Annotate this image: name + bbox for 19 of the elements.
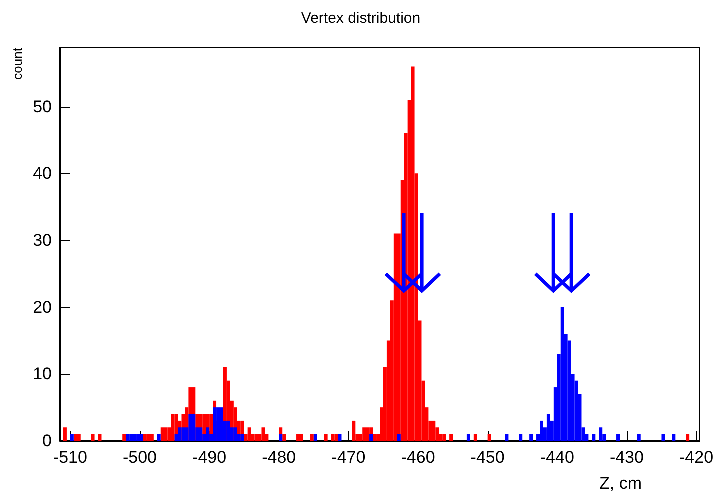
x-axis-title: Z, cm [600, 474, 642, 493]
x-tick-label: -440 [540, 448, 574, 467]
y-tick-label: 0 [42, 432, 52, 450]
x-tick-label: -420 [680, 448, 714, 467]
x-tick-label: -510 [53, 448, 88, 467]
y-axis-title: count [10, 48, 25, 80]
y-tick-label: 10 [33, 364, 52, 384]
x-tick-label: -430 [610, 448, 644, 467]
x-tick-label: -470 [332, 448, 366, 467]
y-tick-label: 30 [33, 230, 52, 250]
x-tick-label: -450 [470, 448, 505, 467]
x-tick-label: -460 [401, 448, 436, 467]
y-tick-label: 40 [33, 164, 52, 184]
chart-title: Vertex distribution [301, 10, 421, 27]
x-tick-label: -490 [192, 448, 227, 467]
x-tick-label: -480 [262, 448, 296, 467]
y-tick-label: 20 [33, 298, 52, 317]
x-tick-label: -500 [122, 448, 158, 467]
y-tick-label: 50 [33, 97, 52, 116]
